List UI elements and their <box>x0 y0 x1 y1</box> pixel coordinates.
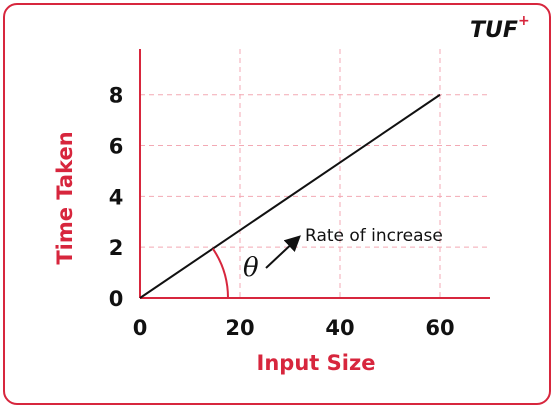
y-tick-label-8: 8 <box>109 84 124 108</box>
series <box>139 93 441 299</box>
angle-arc <box>212 248 229 299</box>
x-tick-label-60: 60 <box>425 316 454 340</box>
tuf-logo: TUF + <box>470 13 530 43</box>
x-tick-label-40: 40 <box>325 316 354 340</box>
x-axis-title: Input Size <box>257 351 376 375</box>
series-line-0 <box>139 93 441 299</box>
annotation-label: Rate of increase <box>305 226 443 246</box>
chart-frame <box>3 3 551 405</box>
y-tick-label-6: 6 <box>109 135 124 159</box>
axes <box>139 49 490 299</box>
y-axis-title: Time Taken <box>53 131 77 264</box>
y-tick-label-4: 4 <box>109 185 124 209</box>
y-tick-label-0: 0 <box>109 287 124 311</box>
gridlines <box>140 49 490 298</box>
x-tick-label-20: 20 <box>225 316 254 340</box>
theta-symbol: θ <box>243 253 259 283</box>
logo-text: TUF <box>470 18 518 43</box>
annotation-arrow <box>265 235 301 269</box>
tick-labels: 0 20 40 60 0 2 4 6 8 <box>109 84 455 340</box>
logo-superscript: + <box>518 13 530 29</box>
annotations: θ Rate of increase <box>212 226 443 299</box>
y-tick-label-2: 2 <box>109 236 124 260</box>
x-tick-label-0: 0 <box>133 316 148 340</box>
